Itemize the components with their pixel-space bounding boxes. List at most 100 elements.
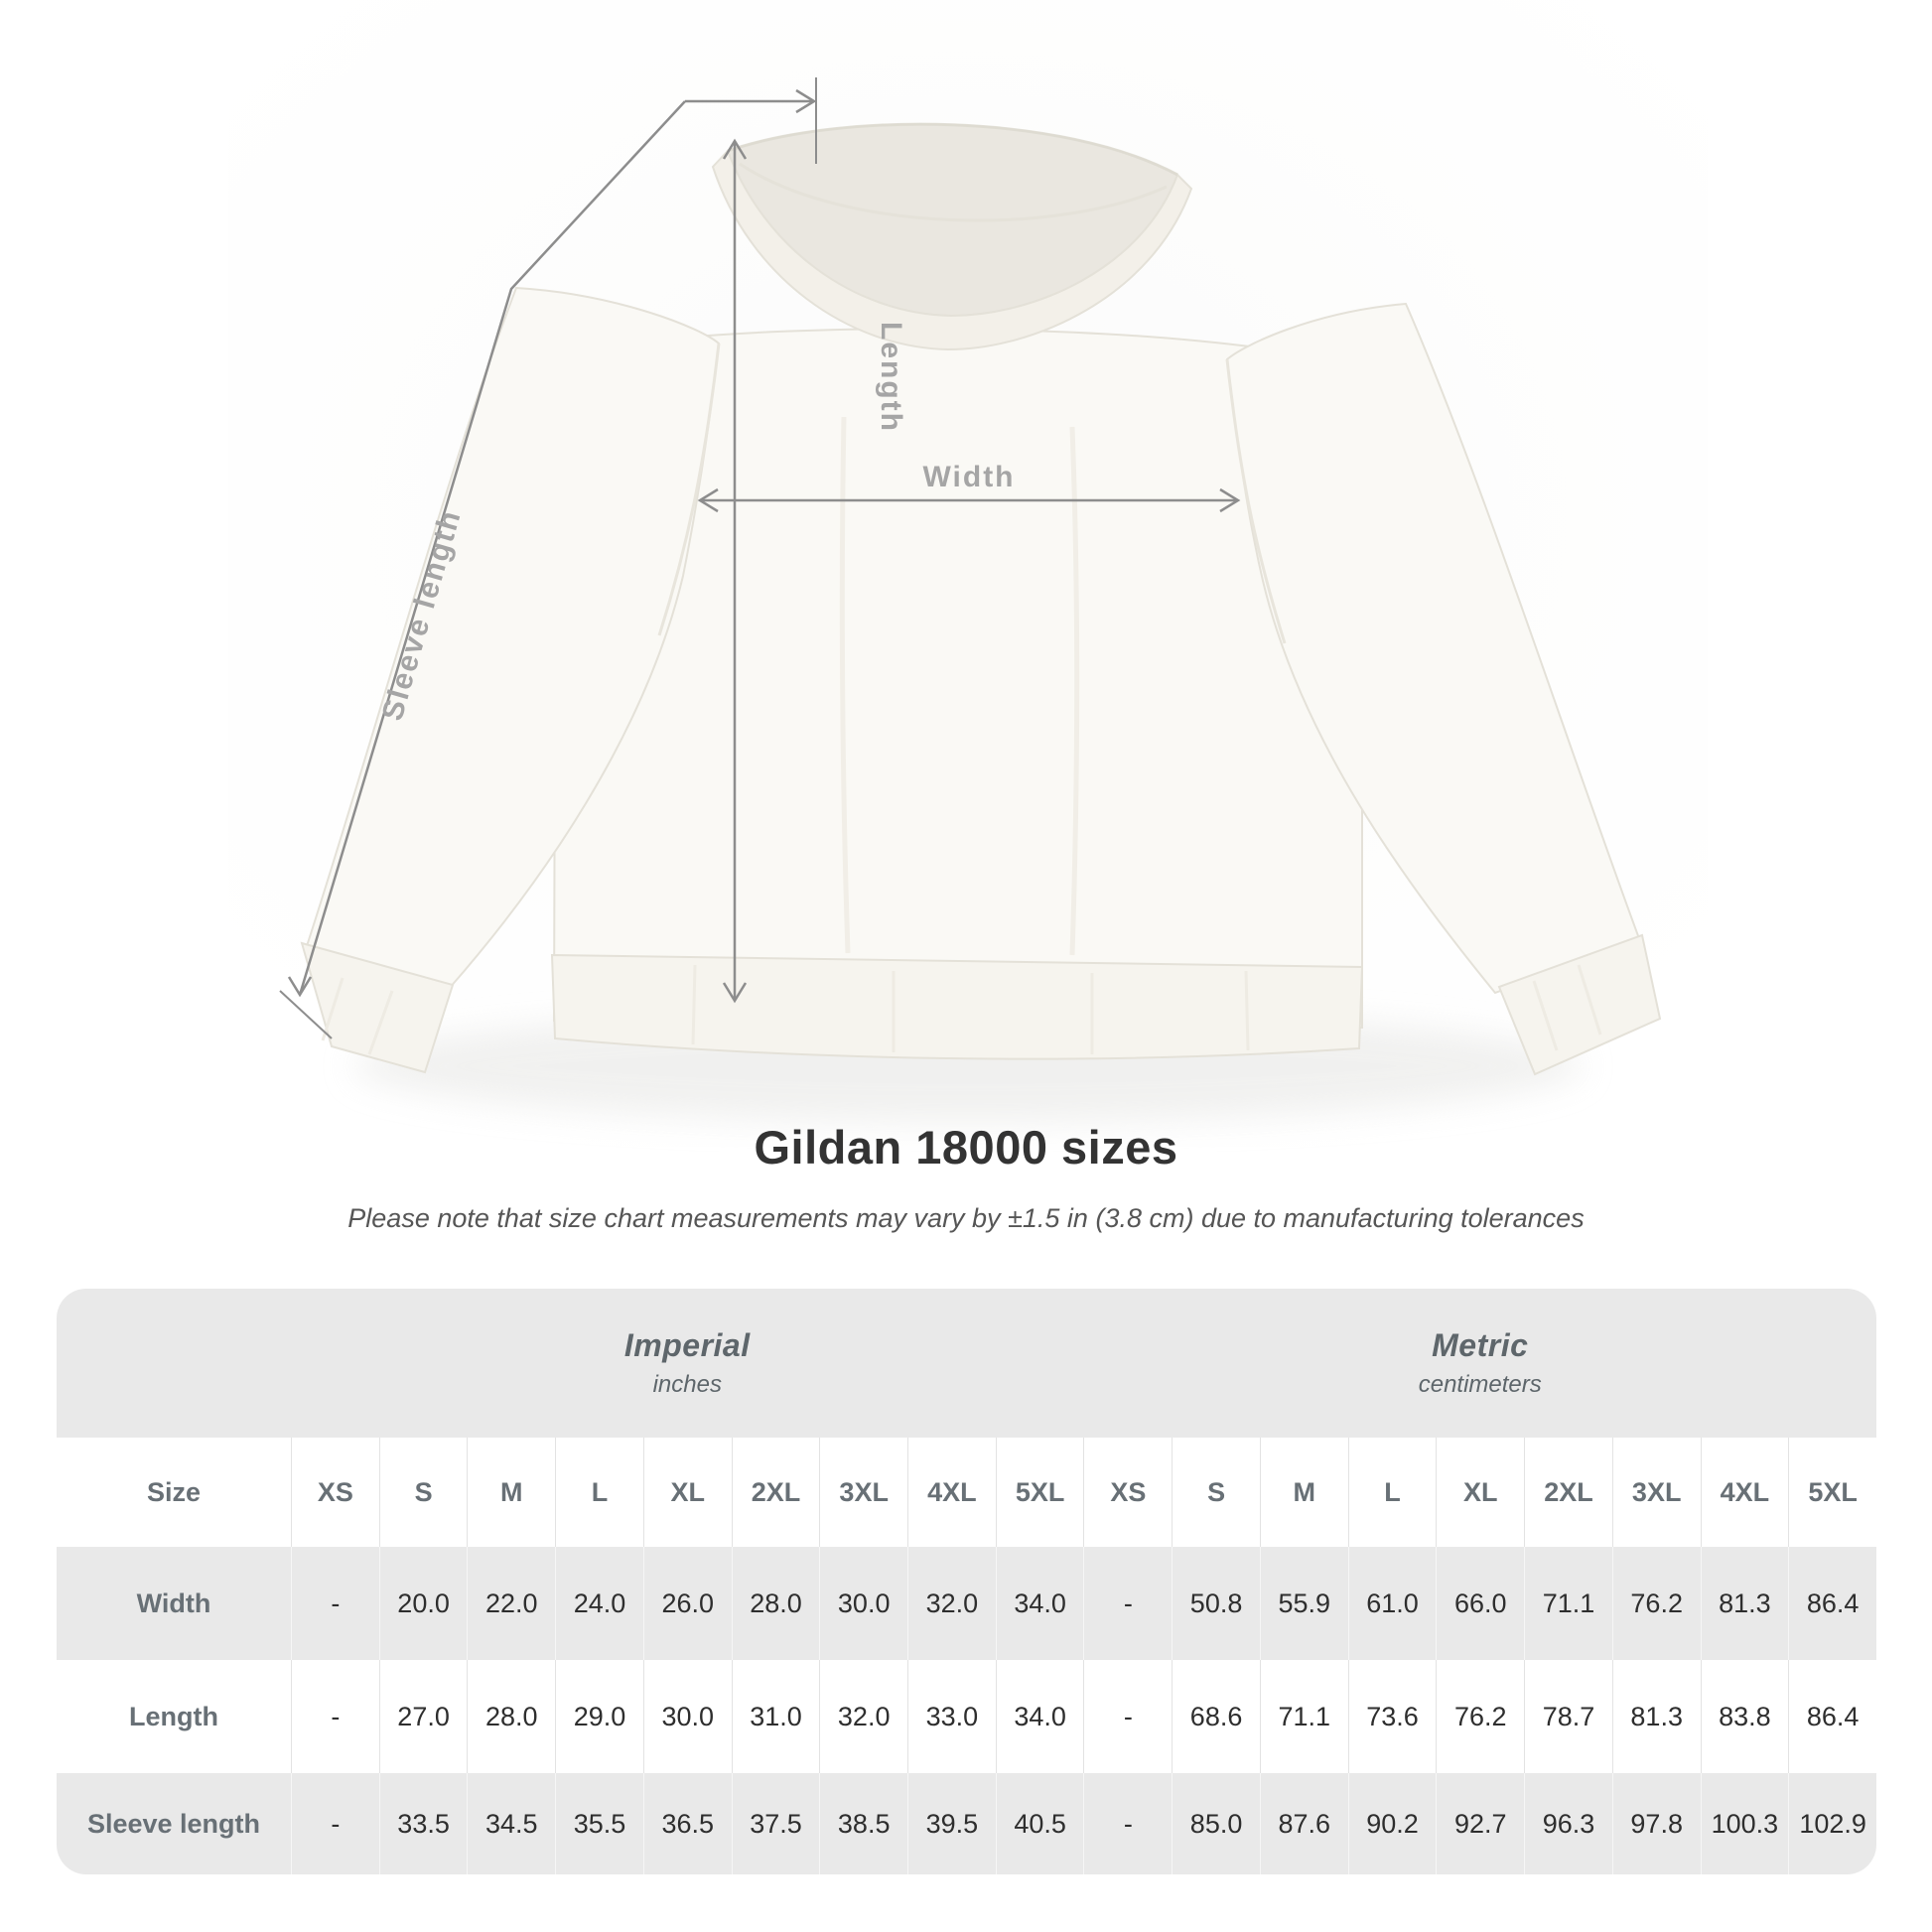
down-arrowhead-icon (722, 982, 748, 1004)
size-header-cell: L (555, 1438, 643, 1547)
metric-value-cell: 76.2 (1611, 1547, 1701, 1660)
metric-value-cell: 90.2 (1347, 1773, 1437, 1874)
metric-value-cell: 86.4 (1788, 1547, 1876, 1660)
size-header-cell: 5XL (995, 1438, 1084, 1547)
size-column-header: Size (146, 1476, 202, 1507)
size-header-cell: XS (291, 1438, 379, 1547)
measurement-lines (279, 77, 1241, 1039)
metric-value-cell: 66.0 (1436, 1547, 1524, 1660)
sleeve-length-line (298, 100, 686, 996)
size-header-cell: XL (642, 1438, 732, 1547)
imperial-value-cell: 34.0 (995, 1547, 1084, 1660)
size-header-cell: 4XL (1700, 1438, 1789, 1547)
measurement-row-label: Length (129, 1701, 218, 1731)
right-arrowhead-icon (1219, 487, 1241, 513)
metric-value-cell: 96.3 (1524, 1773, 1612, 1874)
imperial-value-cell: 20.0 (378, 1547, 468, 1660)
cuff-tick (279, 990, 333, 1039)
imperial-value-cell: 39.5 (907, 1773, 996, 1874)
size-header-cell: 2XL (731, 1438, 820, 1547)
metric-value-cell: 81.3 (1700, 1547, 1789, 1660)
metric-value-cell: 92.7 (1436, 1773, 1524, 1874)
metric-value-cell: 86.4 (1788, 1660, 1876, 1773)
width-label: Width (922, 461, 1015, 493)
table-row: Length -27.0 28.0 29.0 30.0 31.0 32.0 33.0 34.0-… (57, 1660, 1876, 1773)
imperial-value-cell: 33.0 (907, 1660, 996, 1773)
metric-value-cell: 68.6 (1172, 1660, 1260, 1773)
measurement-row-label: Width (136, 1587, 211, 1618)
metric-value-cell: 100.3 (1700, 1773, 1789, 1874)
imperial-value-cell: - (291, 1660, 379, 1773)
imperial-value-cell: - (291, 1547, 379, 1660)
size-header-cell: 4XL (907, 1438, 996, 1547)
right-sleeve (1225, 302, 1642, 995)
collar-band (711, 149, 1193, 351)
imperial-value-cell: 28.0 (731, 1547, 820, 1660)
metric-value-cell: 83.8 (1700, 1660, 1789, 1773)
imperial-value-cell: 36.5 (642, 1773, 732, 1874)
metric-value-cell: 81.3 (1611, 1660, 1701, 1773)
metric-unit: centimeters (1418, 1371, 1542, 1398)
imperial-label: Imperial (623, 1327, 751, 1363)
metric-group-header: Metric centimeters (1084, 1289, 1877, 1438)
imperial-value-cell: 24.0 (555, 1547, 643, 1660)
size-header-cell: XL (1436, 1438, 1524, 1547)
size-header-cell: XS (1083, 1438, 1172, 1547)
size-header-cell: S (1172, 1438, 1260, 1547)
page-title: Gildan 18000 sizes (754, 1121, 1178, 1173)
metric-value-cell: 55.9 (1259, 1547, 1348, 1660)
metric-value-cell: 78.7 (1524, 1660, 1612, 1773)
metric-value-cell: 50.8 (1172, 1547, 1260, 1660)
measurement-row-label: Sleeve length (86, 1808, 261, 1839)
metric-value-cell: 71.1 (1259, 1660, 1348, 1773)
size-header-cell: L (1347, 1438, 1437, 1547)
size-header-cell: M (1259, 1438, 1348, 1547)
size-header-cell: S (378, 1438, 468, 1547)
imperial-value-cell: - (291, 1773, 379, 1874)
imperial-unit: inches (652, 1371, 722, 1398)
imperial-value-cell: 32.0 (819, 1660, 907, 1773)
metric-value-cell: 85.0 (1172, 1773, 1260, 1874)
imperial-value-cell: 27.0 (378, 1660, 468, 1773)
left-sleeve (304, 286, 721, 991)
imperial-value-cell: 40.5 (995, 1773, 1084, 1874)
imperial-value-cell: 26.0 (642, 1547, 732, 1660)
metric-label: Metric (1432, 1327, 1529, 1363)
right-cuff (1497, 933, 1662, 1076)
unit-band-row: Imperial inches Metric centimeters (57, 1289, 1876, 1438)
unit-band-spacer (57, 1289, 291, 1438)
size-header-cell: 3XL (819, 1438, 907, 1547)
imperial-value-cell: 35.5 (555, 1773, 643, 1874)
metric-value-cell: 71.1 (1524, 1547, 1612, 1660)
table-row: Sleeve length -33.5 34.5 35.5 36.5 37.5 38.5 39… (57, 1773, 1876, 1874)
imperial-value-cell: 34.5 (467, 1773, 555, 1874)
size-header-cell: 2XL (1524, 1438, 1612, 1547)
left-cuff (300, 941, 455, 1074)
size-header-cell: 5XL (1788, 1438, 1876, 1547)
size-table: Imperial inches Metric centimeters Size X… (57, 1289, 1876, 1874)
metric-value-cell: - (1083, 1547, 1172, 1660)
imperial-value-cell: 31.0 (731, 1660, 820, 1773)
left-arrowhead-icon (697, 487, 719, 513)
imperial-value-cell: 34.0 (995, 1660, 1084, 1773)
imperial-value-cell: 37.5 (731, 1773, 820, 1874)
sweatshirt-illustration (300, 123, 1662, 1076)
page-subtitle: Please note that size chart measurements… (347, 1203, 1585, 1233)
imperial-value-cell: 22.0 (467, 1547, 555, 1660)
imperial-value-cell: 38.5 (819, 1773, 907, 1874)
metric-value-cell: 61.0 (1347, 1547, 1437, 1660)
hem-band (550, 953, 1364, 1060)
imperial-value-cell: 29.0 (555, 1660, 643, 1773)
table-row: Width -20.0 22.0 24.0 26.0 28.0 30.0 32.0 34.0-5… (57, 1547, 1876, 1660)
length-label: Length (875, 322, 907, 433)
down-arrowhead-icon (287, 976, 313, 998)
metric-value-cell: 73.6 (1347, 1660, 1437, 1773)
metric-value-cell: - (1083, 1773, 1172, 1874)
imperial-value-cell: 28.0 (467, 1660, 555, 1773)
imperial-group-header: Imperial inches (291, 1289, 1084, 1438)
size-header-cell: M (467, 1438, 555, 1547)
right-arrowhead-icon (795, 88, 817, 114)
metric-value-cell: 102.9 (1788, 1773, 1876, 1874)
size-header-cell: 3XL (1611, 1438, 1701, 1547)
